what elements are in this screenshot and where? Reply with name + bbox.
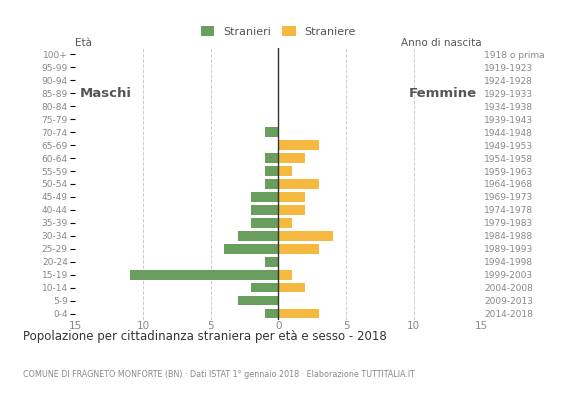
Bar xyxy=(278,140,319,150)
Bar xyxy=(238,296,278,306)
Bar xyxy=(251,283,278,292)
Bar xyxy=(265,257,278,266)
Bar xyxy=(278,283,306,292)
Bar xyxy=(238,231,278,241)
Text: COMUNE DI FRAGNETO MONFORTE (BN) · Dati ISTAT 1° gennaio 2018 · Elaborazione TUT: COMUNE DI FRAGNETO MONFORTE (BN) · Dati … xyxy=(23,370,415,379)
Bar xyxy=(251,205,278,215)
Bar xyxy=(129,270,278,280)
Text: Popolazione per cittadinanza straniera per età e sesso - 2018: Popolazione per cittadinanza straniera p… xyxy=(23,330,387,343)
Bar xyxy=(278,270,292,280)
Legend: Stranieri, Straniere: Stranieri, Straniere xyxy=(201,26,356,37)
Bar xyxy=(278,205,306,215)
Bar xyxy=(265,127,278,137)
Bar xyxy=(265,153,278,163)
Bar xyxy=(278,166,292,176)
Bar xyxy=(278,231,332,241)
Bar xyxy=(265,309,278,318)
Bar xyxy=(265,166,278,176)
Bar xyxy=(278,218,292,228)
Bar xyxy=(278,309,319,318)
Text: Età: Età xyxy=(75,38,92,48)
Bar xyxy=(278,192,306,202)
Bar xyxy=(278,153,306,163)
Text: Anno di nascita: Anno di nascita xyxy=(401,38,481,48)
Text: Femmine: Femmine xyxy=(409,87,477,100)
Bar xyxy=(265,179,278,189)
Bar xyxy=(278,179,319,189)
Bar xyxy=(224,244,278,254)
Bar xyxy=(278,244,319,254)
Text: Maschi: Maschi xyxy=(79,87,132,100)
Bar xyxy=(251,192,278,202)
Bar xyxy=(251,218,278,228)
